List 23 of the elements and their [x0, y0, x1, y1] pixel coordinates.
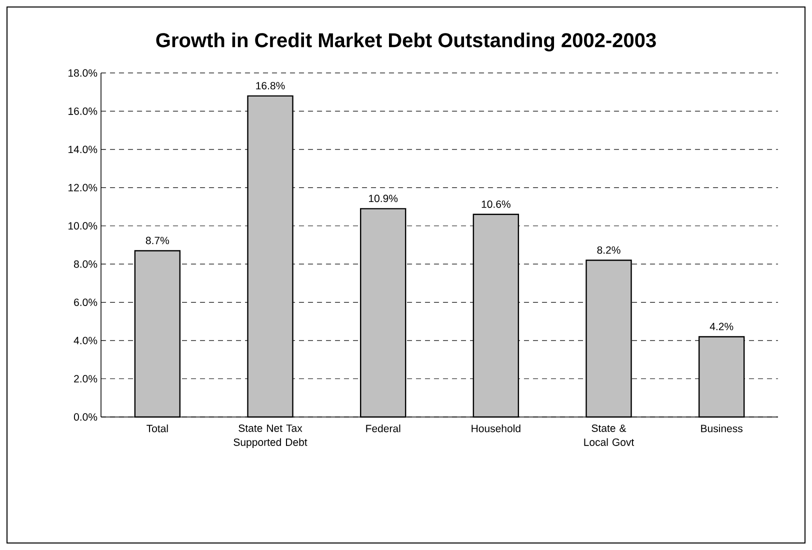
y-tick-label: 18.0%: [68, 69, 98, 77]
data-label: 16.8%: [256, 82, 285, 90]
data-label: 4.2%: [710, 322, 734, 330]
data-label: 10.6%: [482, 200, 510, 208]
y-tick-label: 12.0%: [68, 184, 98, 192]
data-label: 8.2%: [597, 246, 620, 254]
x-tick-label: State Net Tax Supported Debt: [234, 424, 308, 448]
x-tick-label: Business: [701, 424, 743, 432]
y-tick-label: 14.0%: [68, 146, 98, 154]
y-tick-label: 0.0%: [74, 413, 98, 421]
x-tick-label: Household: [472, 424, 520, 432]
y-tick-label: 6.0%: [74, 298, 98, 306]
chart-title: Growth in Credit Market Debt Outstanding 2002-2003: [156, 32, 656, 52]
y-tick-label: 2.0%: [74, 375, 98, 382]
y-tick-label: 16.0%: [68, 107, 98, 115]
x-tick-label: State & Local Govt: [584, 424, 634, 446]
data-label: 10.9%: [369, 194, 398, 202]
y-tick-label: 4.0%: [74, 336, 98, 344]
x-tick-label: Total: [146, 424, 168, 432]
y-tick-label: 8.0%: [74, 260, 98, 268]
data-label: 8.7%: [146, 236, 170, 244]
x-tick-label: Federal: [366, 424, 400, 432]
y-tick-label: 10.0%: [68, 222, 98, 230]
